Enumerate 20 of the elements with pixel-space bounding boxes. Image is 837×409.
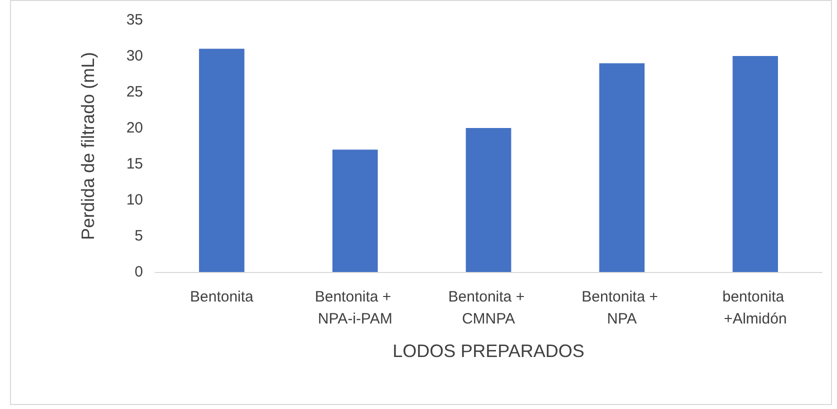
y-tick-label: 30 — [126, 48, 143, 64]
x-tick-label: Bentonita — [190, 288, 254, 306]
y-axis-title: Perdida de filtrado (mL) — [78, 52, 98, 240]
y-tick-label: 0 — [134, 264, 143, 280]
x-tick-label: bentonita +Almidón — [722, 288, 788, 328]
bar — [732, 56, 778, 272]
x-tick-label: Bentonita + CMNPA — [448, 288, 529, 328]
bar — [332, 150, 378, 272]
y-tick-label: 20 — [126, 120, 143, 136]
bar — [599, 63, 645, 272]
bar — [199, 48, 244, 272]
y-tick-label: 35 — [126, 12, 143, 28]
x-tick-label: Bentonita + NPA-i-PAM — [314, 288, 396, 328]
bar — [466, 128, 512, 272]
y-tick-label: 15 — [126, 156, 143, 172]
y-tick-label: 10 — [126, 192, 143, 208]
x-tick-label: Bentonita + NPA — [582, 288, 662, 328]
y-tick-label: 25 — [126, 84, 143, 100]
y-tick-label: 5 — [134, 228, 143, 244]
x-axis-title: LODOS PREPARADOS — [392, 341, 584, 361]
